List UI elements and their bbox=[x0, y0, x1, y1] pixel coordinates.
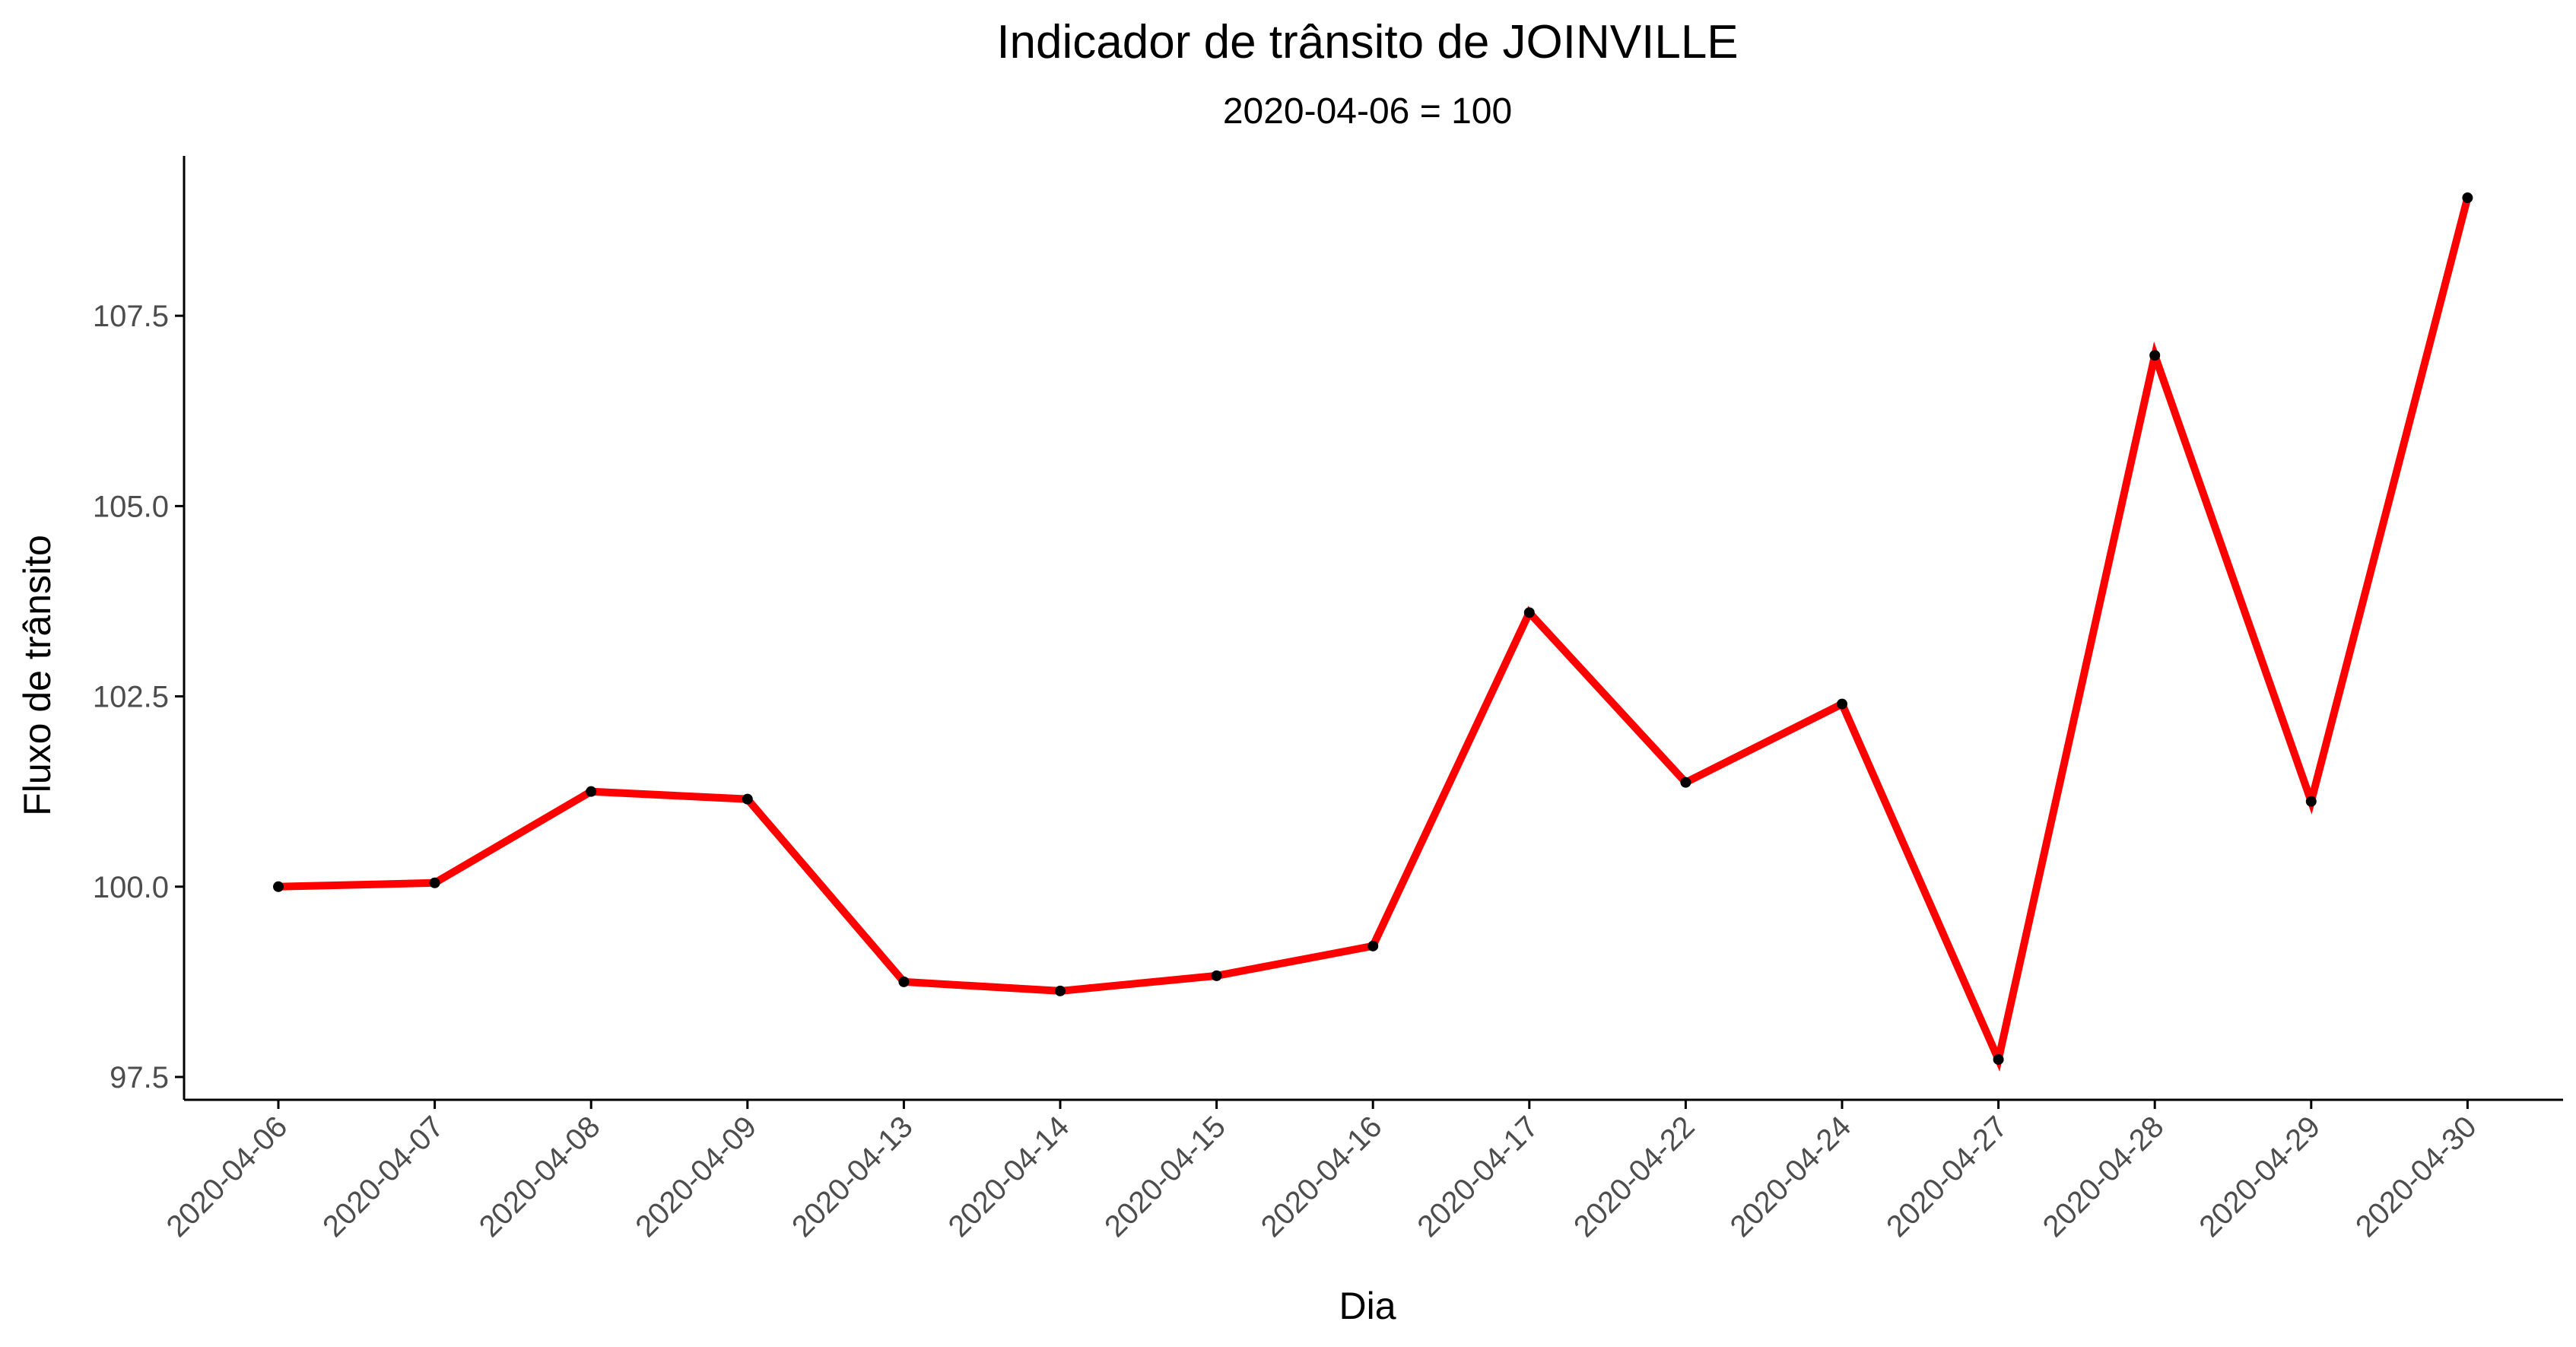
data-point bbox=[1367, 940, 1379, 951]
x-tick-label: 2020-04-22 bbox=[1568, 1110, 1701, 1244]
series-line bbox=[278, 196, 2472, 1072]
plot-area bbox=[273, 192, 2473, 1072]
x-tick-label: 2020-04-16 bbox=[1255, 1110, 1389, 1244]
x-tick-label: 2020-04-28 bbox=[2037, 1110, 2171, 1244]
y-tick-label: 105.0 bbox=[93, 490, 169, 523]
y-tick-label: 107.5 bbox=[93, 300, 169, 333]
data-point bbox=[586, 786, 597, 797]
x-tick-label: 2020-04-07 bbox=[316, 1110, 450, 1244]
x-tick-label: 2020-04-14 bbox=[942, 1110, 1076, 1244]
data-point bbox=[1055, 985, 1066, 996]
y-axis: 97.5 100.0 102.5 105.0 107.5 bbox=[93, 156, 186, 1100]
data-point bbox=[2462, 192, 2473, 204]
x-axis-title: Dia bbox=[1339, 1285, 1396, 1327]
data-point bbox=[742, 793, 753, 805]
data-point bbox=[1993, 1053, 2004, 1065]
data-point bbox=[1211, 970, 1222, 981]
y-tick-label: 97.5 bbox=[110, 1061, 169, 1094]
y-tick-label: 100.0 bbox=[93, 871, 169, 904]
x-tick-label: 2020-04-27 bbox=[1880, 1110, 2014, 1244]
x-axis: 2020-04-06 2020-04-07 2020-04-08 2020-04-09… bbox=[160, 1098, 2563, 1244]
x-tick-label: 2020-04-13 bbox=[786, 1110, 920, 1244]
data-point bbox=[1837, 698, 1847, 710]
x-tick-label: 2020-04-08 bbox=[473, 1110, 607, 1244]
x-tick-label: 2020-04-09 bbox=[629, 1110, 763, 1244]
data-point bbox=[1680, 777, 1691, 788]
x-tick-label: 2020-04-29 bbox=[2193, 1110, 2327, 1244]
data-point bbox=[2305, 796, 2317, 807]
data-point bbox=[2149, 350, 2161, 361]
chart-title: Indicador de trânsito de JOINVILLE bbox=[996, 16, 1738, 68]
chart-subtitle: 2020-04-06 = 100 bbox=[1223, 91, 1512, 132]
data-point bbox=[1523, 607, 1535, 618]
data-point bbox=[273, 881, 284, 892]
x-tick-label: 2020-04-06 bbox=[160, 1110, 294, 1244]
x-tick-label: 2020-04-15 bbox=[1098, 1110, 1232, 1244]
data-point bbox=[898, 976, 910, 987]
y-axis-title: Fluxo de trânsito bbox=[16, 535, 59, 816]
y-tick-label: 102.5 bbox=[93, 681, 169, 714]
x-tick-label: 2020-04-24 bbox=[1724, 1110, 1858, 1244]
x-tick-label: 2020-04-30 bbox=[2349, 1110, 2483, 1244]
x-tick-label: 2020-04-17 bbox=[1411, 1110, 1545, 1244]
data-point bbox=[429, 877, 440, 888]
